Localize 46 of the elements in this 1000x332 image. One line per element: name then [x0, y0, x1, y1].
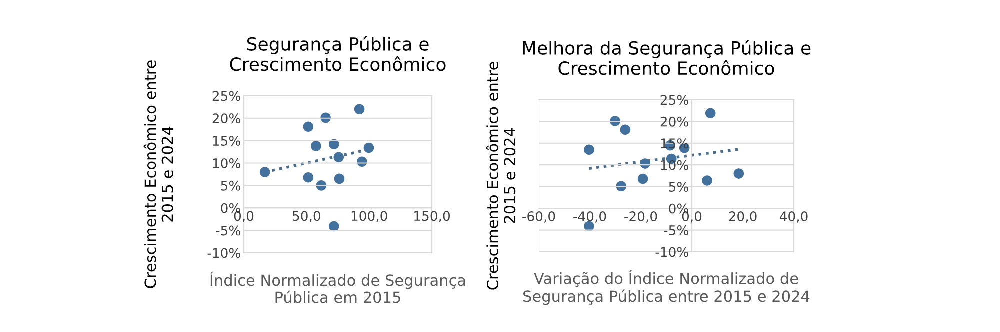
x-tick-label: 20,0 — [729, 212, 757, 223]
x-tick-label: 0,0 — [234, 211, 254, 222]
y-tick-label: -10% — [208, 248, 240, 258]
point — [303, 172, 314, 183]
x-tick-label: -20,0 — [624, 212, 658, 223]
y-tick-label: 25% — [660, 95, 688, 106]
chart-title: Segurança Pública e Crescimento Econômico — [230, 36, 446, 72]
y-tick-label: 20% — [212, 114, 240, 124]
y-axis-title: Crescimento Econômico entre 2015 e 2024 — [486, 62, 516, 290]
x-tick-label: 100,0 — [352, 211, 388, 222]
y-tick-label: -5% — [664, 225, 688, 236]
y-tick-label: 15% — [213, 136, 240, 146]
point — [303, 122, 314, 132]
point — [734, 168, 744, 179]
y-axis-title: Crescimento Econômico entre 2015 e 2024 — [144, 60, 174, 288]
point — [311, 141, 322, 152]
y-tick-label: 5% — [221, 180, 240, 191]
y-tick-label: 0% — [221, 203, 240, 214]
x-tick-label: 150,0 — [414, 211, 450, 222]
y-tick-label: 25% — [212, 91, 240, 102]
y-tick-label: 20% — [660, 116, 688, 127]
chart-title: Melhora da Segurança Pública e Crescimento Econômico — [523, 40, 811, 76]
y-tick-label: 10% — [661, 160, 688, 170]
x-tick-label: 0,0 — [682, 212, 702, 223]
point — [702, 176, 712, 186]
x-tick-label: -60,0 — [522, 212, 556, 223]
x-tick-label: 50,0 — [292, 211, 320, 222]
point — [705, 108, 716, 119]
y-tick-label: -5% — [216, 226, 240, 236]
point — [638, 174, 648, 184]
point — [260, 167, 270, 178]
x-tick-label: -40,0 — [574, 212, 606, 223]
y-tick-label: -10% — [656, 247, 688, 258]
y-tick-label: 5% — [669, 182, 688, 192]
point — [334, 152, 344, 163]
point — [328, 221, 340, 232]
y-tick-label: 0% — [669, 204, 688, 214]
point — [584, 144, 594, 156]
x-tick-label: 40,0 — [780, 212, 808, 223]
point — [334, 174, 345, 184]
x-axis-title: Variação do Índice Normalizado de Segurança Pública entre 2015 e 2024 — [524, 270, 810, 306]
point — [364, 142, 374, 154]
x-axis-title: Índice Normalizado de Segurança Pública em 2015 — [210, 272, 466, 304]
point — [354, 104, 365, 115]
y-tick-label: 10% — [213, 158, 240, 168]
point — [620, 124, 631, 136]
